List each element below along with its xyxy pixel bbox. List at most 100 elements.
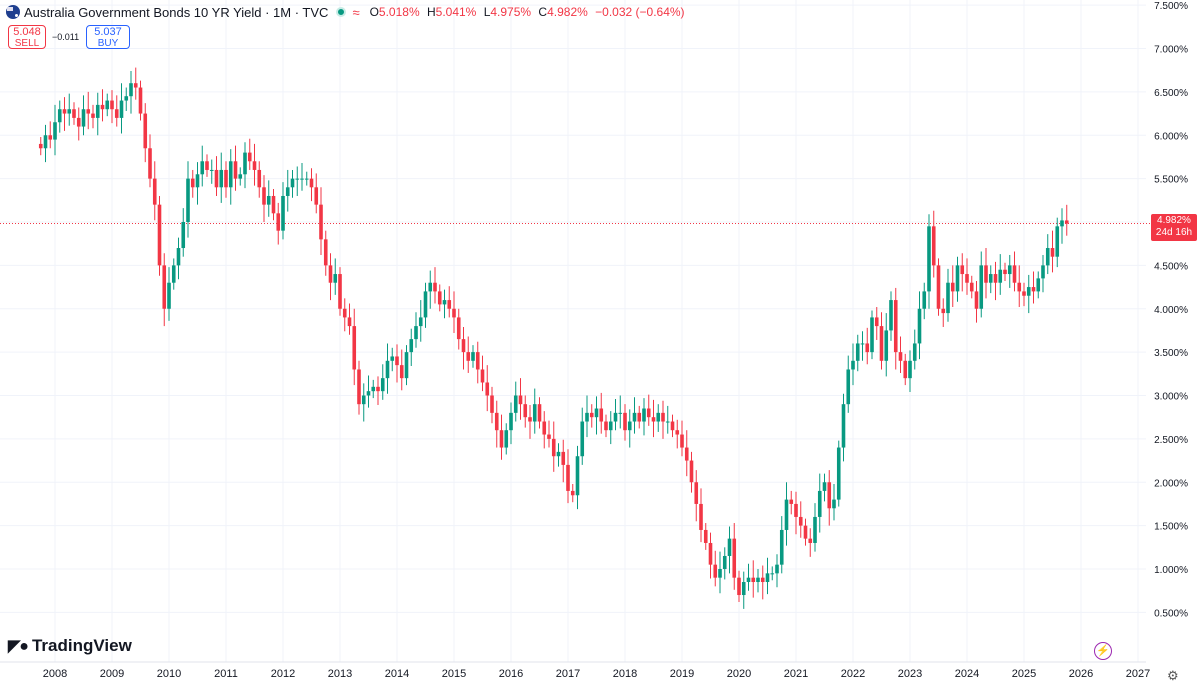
candle-body	[452, 308, 456, 318]
candle-body	[361, 395, 366, 405]
candle-body	[395, 356, 399, 366]
candle-body	[974, 291, 979, 309]
candle-body	[661, 412, 665, 422]
candle-body	[423, 291, 428, 318]
candle-body	[627, 421, 632, 431]
candle-body	[613, 412, 618, 422]
market-status-icon[interactable]	[336, 7, 347, 17]
wave-icon[interactable]: ≈	[352, 4, 360, 20]
candle-body	[684, 447, 689, 461]
x-tick-label: 2008	[43, 668, 67, 680]
candle-body	[746, 577, 751, 583]
sell-button[interactable]: 5.048 SELL	[8, 25, 46, 49]
buy-button[interactable]: 5.037 BUY	[86, 25, 130, 49]
open-value: 5.018%	[378, 5, 420, 19]
y-tick-label: 6.000%	[1154, 131, 1188, 142]
candle-body	[632, 412, 637, 422]
candle-body	[898, 352, 903, 361]
candle-body	[1012, 265, 1017, 283]
candle-body	[133, 83, 138, 88]
candle-body	[585, 412, 589, 422]
y-tick-label: 1.000%	[1154, 565, 1188, 576]
candle-body	[342, 308, 347, 318]
ohlc-values: O5.018% H5.041% L4.975% C4.982% −0.032 (…	[370, 5, 689, 19]
candle-body	[43, 135, 48, 149]
candle-body	[760, 577, 765, 583]
candle-body	[694, 482, 699, 504]
candle-body	[798, 516, 803, 526]
candle-body	[447, 300, 452, 309]
australia-flag-icon	[6, 5, 20, 19]
candle-body	[1003, 269, 1007, 275]
candle-body	[266, 195, 271, 205]
candle-body	[789, 499, 794, 504]
candle-body	[437, 291, 442, 305]
x-axis[interactable]: 2008 2009 2010 2011 2012 2013 2014 2015 2016 2017…	[43, 668, 1150, 680]
candle-body	[518, 395, 523, 405]
candle-body	[998, 269, 1003, 283]
candle-body	[599, 408, 604, 422]
candle-body	[300, 178, 304, 180]
candle-body	[680, 434, 684, 448]
candle-body	[860, 343, 865, 345]
candle-body	[817, 490, 822, 517]
candle-body	[76, 117, 81, 127]
candle-body	[176, 248, 181, 266]
candle-body	[124, 96, 129, 101]
x-tick-label: 2013	[328, 668, 352, 680]
candle-body	[219, 169, 224, 188]
candle-body	[775, 564, 779, 574]
candle-body	[908, 360, 912, 379]
candle-body	[499, 430, 504, 448]
y-tick-label: 3.000%	[1154, 392, 1188, 403]
candle-body	[670, 421, 675, 431]
candle-body	[1022, 291, 1026, 296]
y-axis[interactable]: 7.500%7.000%6.500%6.000%5.500%5.000%4.50…	[1154, 1, 1188, 619]
candle-body	[357, 369, 361, 405]
candle-body	[623, 412, 627, 431]
candle-body	[228, 161, 233, 188]
buy-label: BUY	[97, 38, 119, 49]
candle-body	[105, 100, 110, 110]
candle-body	[466, 352, 471, 361]
symbol-title[interactable]: Australia Government Bonds 10 YR Yield ·…	[24, 4, 329, 20]
candle-body	[532, 404, 537, 422]
lightning-icon[interactable]: ⚡	[1094, 642, 1112, 660]
candle-body	[380, 378, 385, 392]
candle-body	[708, 542, 713, 565]
candle-body	[874, 317, 879, 327]
candle-body	[665, 421, 670, 423]
candle-body	[1055, 226, 1060, 257]
candle-body	[931, 226, 936, 266]
x-tick-label: 2024	[955, 668, 979, 680]
candle-body	[186, 178, 190, 222]
chart-legend-header: Australia Government Bonds 10 YR Yield ·…	[6, 3, 689, 21]
tradingview-logo[interactable]: ◤● TradingView	[8, 636, 132, 656]
tradingview-logo-icon: ◤●	[8, 638, 29, 655]
candle-body	[48, 135, 53, 140]
candle-body	[642, 408, 646, 422]
candle-body	[984, 265, 988, 283]
candle-body	[955, 265, 960, 292]
candle-body	[1031, 287, 1036, 292]
candle-body	[561, 451, 566, 465]
gear-icon[interactable]: ⚙	[1167, 668, 1179, 683]
candle-body	[851, 360, 855, 370]
candle-body	[504, 430, 509, 448]
candle-body	[551, 438, 556, 457]
candle-body	[846, 369, 851, 405]
candle-body	[309, 178, 314, 188]
x-tick-label: 2019	[670, 668, 694, 680]
logo-text: TradingView	[31, 636, 132, 655]
candle-body	[67, 109, 72, 114]
candle-body	[295, 178, 300, 180]
x-tick-label: 2026	[1069, 668, 1093, 680]
candle-body	[38, 143, 43, 149]
candle-body	[608, 421, 613, 431]
candle-body	[556, 451, 561, 457]
candle-body	[281, 195, 285, 231]
x-tick-label: 2011	[214, 668, 238, 680]
candle-body	[271, 195, 276, 214]
